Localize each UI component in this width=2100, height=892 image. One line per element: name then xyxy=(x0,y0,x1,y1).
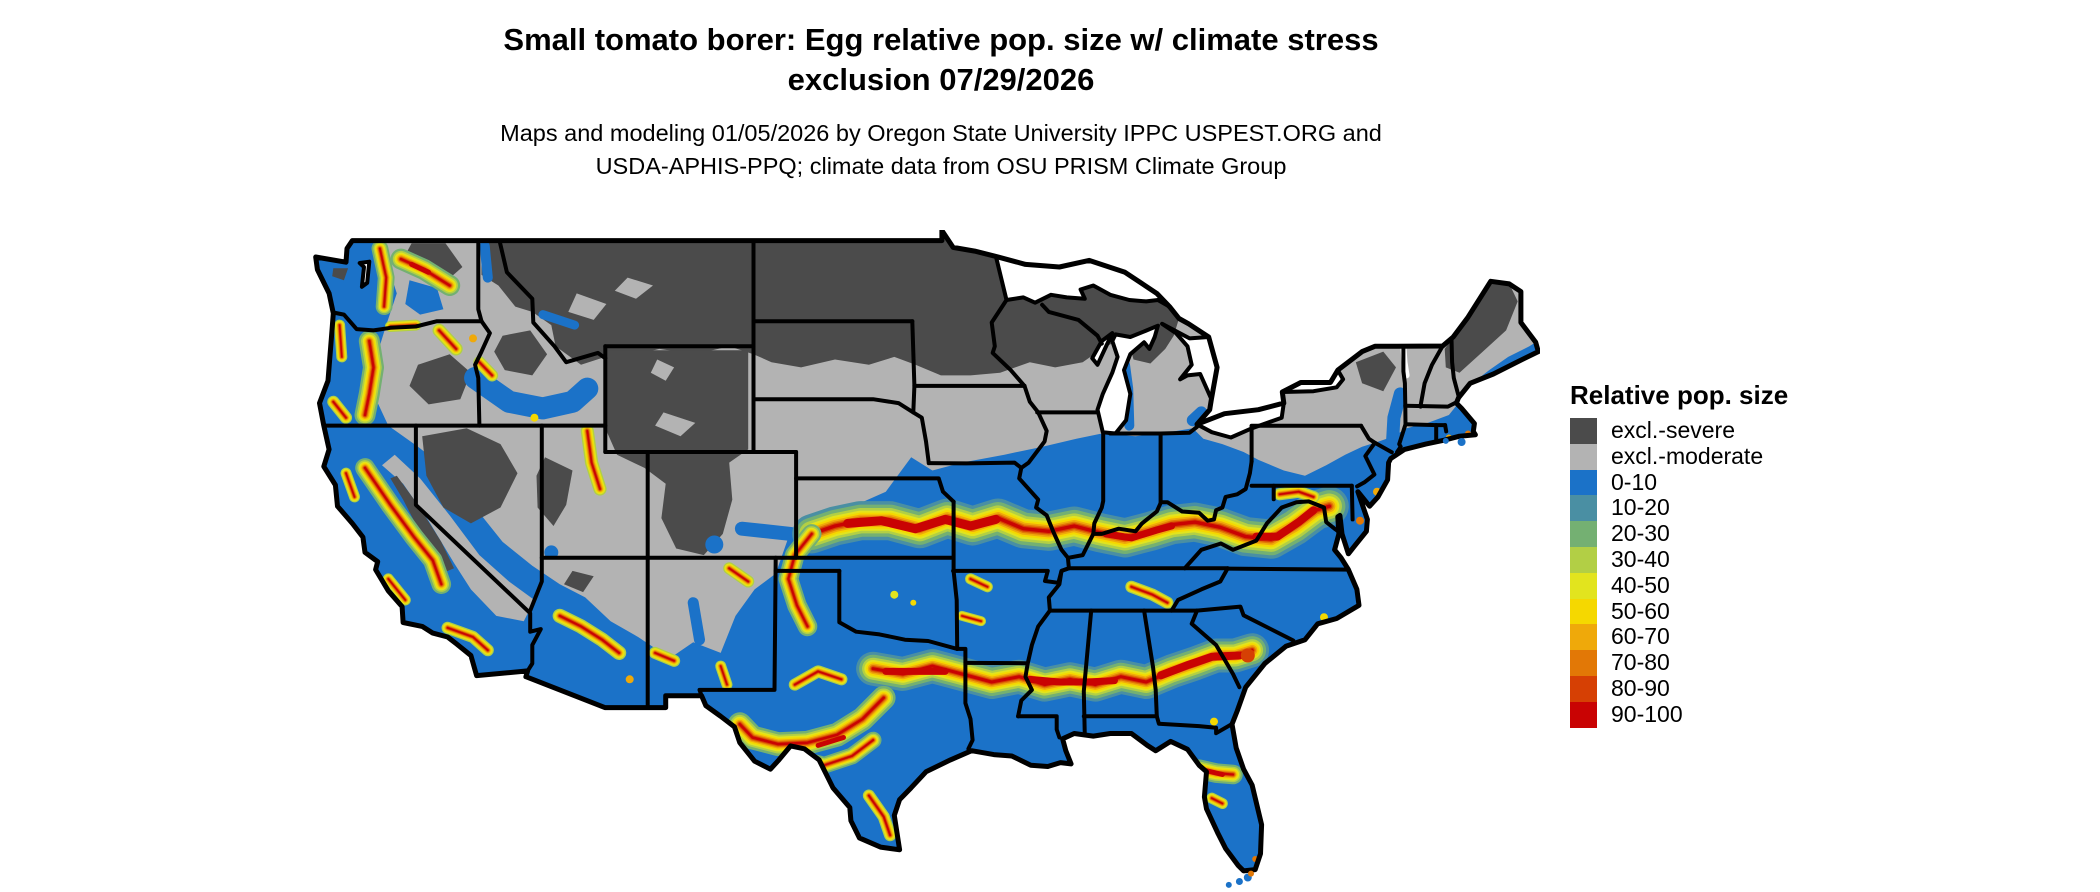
legend-item: 60-70 xyxy=(1570,623,1870,651)
legend-item: 70-80 xyxy=(1570,649,1870,676)
legend-swatch xyxy=(1570,598,1597,625)
legend-item: 90-100 xyxy=(1570,700,1870,728)
legend-item: 20-30 xyxy=(1570,520,1870,547)
legend-label: 90-100 xyxy=(1611,700,1683,727)
legend-swatch xyxy=(1570,624,1597,651)
legend-swatch xyxy=(1570,443,1597,470)
map-credits-line2: USDA-APHIS-PPQ; climate data from OSU PR… xyxy=(595,153,1287,179)
legend-label: 60-70 xyxy=(1611,623,1670,650)
legend-label: excl.-moderate xyxy=(1611,442,1764,469)
legend-swatch xyxy=(1570,521,1597,547)
legend-item: 80-90 xyxy=(1570,674,1870,702)
legend-label: excl.-severe xyxy=(1611,417,1735,443)
legend-swatch xyxy=(1570,546,1597,573)
legend-label: 30-40 xyxy=(1611,545,1670,572)
map-title: Small tomato borer: Egg relative pop. si… xyxy=(0,20,1882,100)
legend-item: 10-20 xyxy=(1570,494,1870,522)
legend-item: 30-40 xyxy=(1570,545,1870,573)
legend-item: 40-50 xyxy=(1570,571,1870,599)
legend-swatch xyxy=(1570,469,1597,496)
legend-swatch xyxy=(1570,701,1597,728)
legend-item: 50-60 xyxy=(1570,597,1870,625)
legend-label: 40-50 xyxy=(1611,571,1670,598)
legend-swatch xyxy=(1570,675,1597,702)
legend-label: 70-80 xyxy=(1611,649,1670,676)
map-legend: Relative pop. size excl.-severe excl.-mod… xyxy=(1570,380,1870,728)
legend-swatch xyxy=(1570,650,1597,676)
us-map-graphic xyxy=(313,228,1541,888)
map-credits: Maps and modeling 01/05/2026 by Oregon S… xyxy=(0,117,1882,183)
us-map xyxy=(310,228,1541,892)
legend-label: 50-60 xyxy=(1611,597,1670,624)
legend-item: excl.-moderate xyxy=(1570,442,1870,470)
legend-title: Relative pop. size xyxy=(1570,380,1789,410)
map-credits-line1: Maps and modeling 01/05/2026 by Oregon S… xyxy=(500,120,1382,146)
legend-item: 0-10 xyxy=(1570,468,1870,496)
legend-label: 80-90 xyxy=(1611,674,1670,701)
legend-swatch xyxy=(1570,495,1597,522)
map-title-line2: exclusion 07/29/2026 xyxy=(787,62,1095,97)
map-title-line1: Small tomato borer: Egg relative pop. si… xyxy=(503,22,1379,57)
legend-swatch xyxy=(1570,572,1597,599)
legend-items: excl.-severe excl.-moderate 0-10 10-20 20-30… xyxy=(1570,417,1870,728)
legend-item: excl.-severe xyxy=(1570,417,1870,444)
legend-label: 20-30 xyxy=(1611,520,1670,547)
legend-label: 10-20 xyxy=(1611,494,1670,521)
legend-label: 0-10 xyxy=(1611,468,1658,495)
legend-swatch xyxy=(1570,418,1597,444)
